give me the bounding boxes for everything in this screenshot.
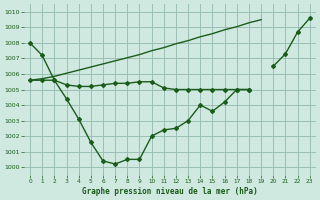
X-axis label: Graphe pression niveau de la mer (hPa): Graphe pression niveau de la mer (hPa) — [82, 187, 258, 196]
